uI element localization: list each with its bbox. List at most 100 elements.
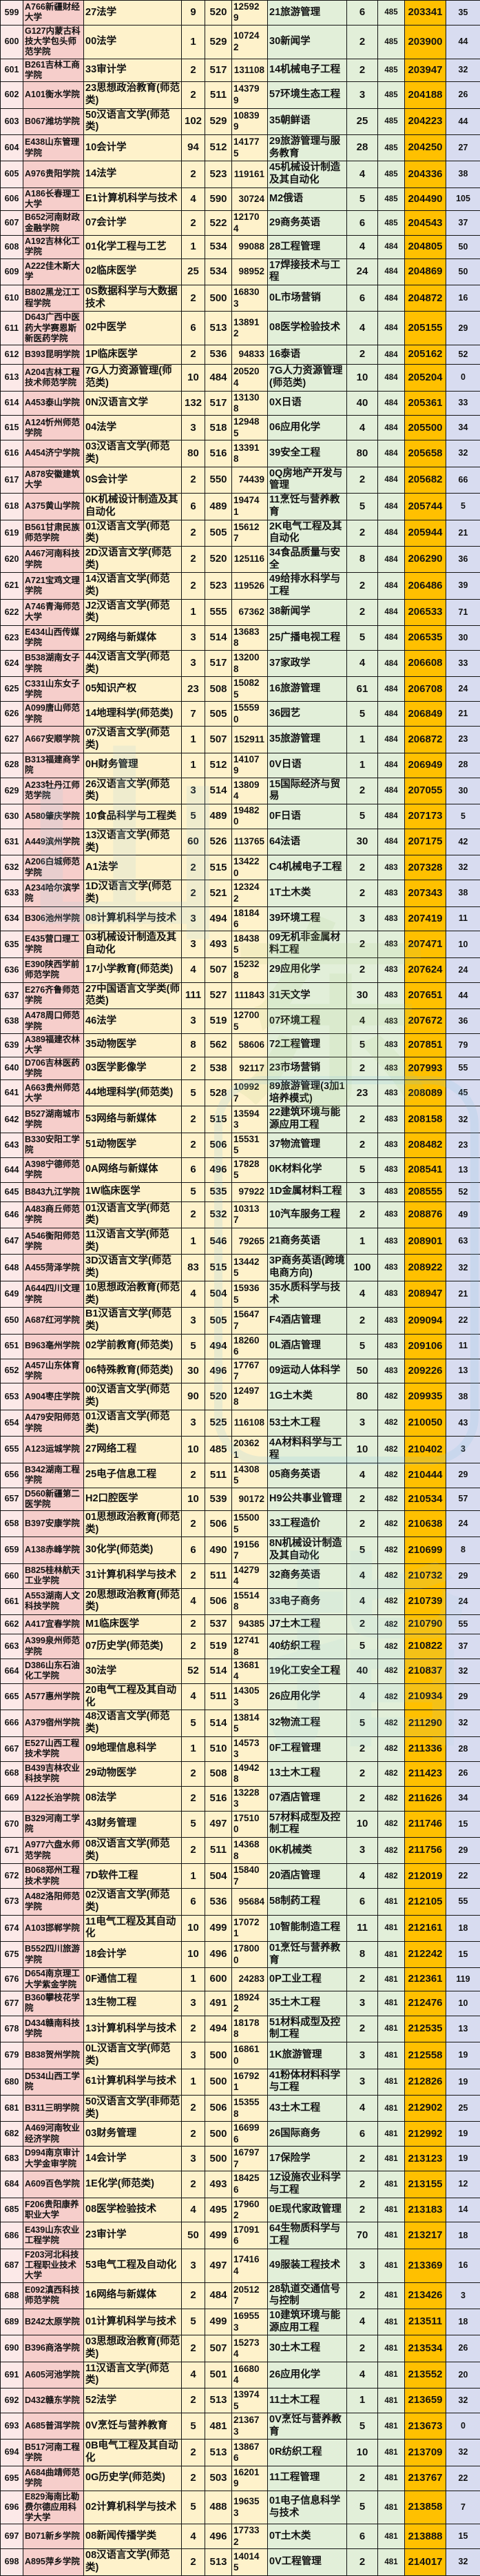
count1-cell[interactable]: 2 [182,1106,205,1133]
rank1-cell[interactable]: 143085 [232,1463,268,1488]
rank1-cell[interactable]: 24283 [232,1968,268,1991]
major1-cell[interactable]: 10会计学 [84,134,182,162]
rank-gap-cell[interactable]: 5 [446,804,480,829]
score1-cell[interactable]: 534 [205,258,232,285]
highlight-rank-cell[interactable]: 213511 [405,2309,446,2336]
major2-cell[interactable]: 51材料成型及控制工程 [268,2016,347,2043]
rank1-cell[interactable]: 156477 [232,1308,268,1335]
highlight-rank-cell[interactable]: 205744 [405,494,446,520]
rank1-cell[interactable]: 158407 [232,1864,268,1889]
score2-cell[interactable]: 482 [378,1410,405,1437]
row-index-cell[interactable]: 620 [1,546,23,574]
score2-cell[interactable]: 483 [378,1334,405,1359]
rank1-cell[interactable]: 138676 [232,2440,268,2466]
row-index-cell[interactable]: 617 [1,467,23,494]
major2-cell[interactable]: 11烹饪与营养教育 [268,494,347,520]
major2-cell[interactable]: 05商务英语 [268,1463,347,1488]
college-cell[interactable]: A222佳木斯大学 [23,258,84,285]
count1-cell[interactable]: 2 [182,1563,205,1589]
rank-gap-cell[interactable]: 19 [446,2069,480,2096]
row-index-cell[interactable]: 614 [1,391,23,416]
count2-cell[interactable]: 4 [347,2309,378,2336]
count1-cell[interactable]: 6 [182,1157,205,1183]
rank-gap-cell[interactable]: 33 [446,391,480,416]
college-cell[interactable]: B652河南财政金融学院 [23,211,84,236]
score2-cell[interactable]: 482 [378,1563,405,1589]
row-index-cell[interactable]: 655 [1,1437,23,1463]
major2-cell[interactable]: 37家政学 [268,650,347,678]
major1-cell[interactable]: 26汉语言文学(师范类) [84,778,182,804]
major2-cell[interactable]: 28轨道交通信号与控制 [268,2282,347,2309]
college-cell[interactable]: A553湖南人文科技学院 [23,1588,84,1616]
count2-cell[interactable]: 3 [347,906,378,932]
count1-cell[interactable]: 2 [182,2171,205,2198]
count1-cell[interactable]: 4 [182,1281,205,1308]
count2-cell[interactable]: 6 [347,1,378,26]
major1-cell[interactable]: 20电气工程及其自动化 [84,1683,182,1711]
rank-gap-cell[interactable]: 32 [446,1710,480,1737]
count2-cell[interactable]: 11 [347,1915,378,1942]
count1-cell[interactable]: 2 [182,2095,205,2122]
major2-cell[interactable]: 32商务英语 [268,1563,347,1589]
college-cell[interactable]: B329河南工学院 [23,1811,84,1838]
row-index-cell[interactable]: 606 [1,187,23,212]
major2-cell[interactable]: 09运动人体科学 [268,1359,347,1384]
highlight-rank-cell[interactable]: 207651 [405,982,446,1010]
score1-cell[interactable]: 493 [205,2171,232,2198]
major2-cell[interactable]: 09无机非金属材料工程 [268,931,347,958]
rank1-cell[interactable]: 153558 [232,2095,268,2122]
score1-cell[interactable]: 536 [205,345,232,365]
count2-cell[interactable]: 24 [347,258,378,285]
rank-gap-cell[interactable]: 55 [446,1889,480,1916]
major1-cell[interactable]: 44汉语言文学(师范类) [84,650,182,678]
score2-cell[interactable]: 484 [378,702,405,727]
row-index-cell[interactable]: 659 [1,1537,23,1564]
count2-cell[interactable]: 1 [347,727,378,753]
rank1-cell[interactable]: 134425 [232,1255,268,1281]
score1-cell[interactable]: 496 [205,2524,232,2550]
highlight-rank-cell[interactable]: 207328 [405,855,446,881]
row-index-cell[interactable]: 666 [1,1710,23,1737]
major1-cell[interactable]: 05知识产权 [84,677,182,702]
count2-cell[interactable]: 5 [347,1034,378,1057]
count1-cell[interactable]: 6 [182,494,205,520]
college-cell[interactable]: B360攀枝花学院 [23,1991,84,2016]
major2-cell[interactable]: 10汽车服务工程 [268,1201,347,1229]
row-index-cell[interactable]: 602 [1,82,23,109]
college-cell[interactable]: A687红河学院 [23,1308,84,1335]
major1-cell[interactable]: 27中国语言文学类(师范类) [84,982,182,1010]
count1-cell[interactable]: 2 [182,520,205,547]
score2-cell[interactable]: 484 [378,573,405,600]
rank1-cell[interactable]: 111843 [232,982,268,1010]
rank1-cell[interactable]: 203621 [232,1437,268,1463]
count2-cell[interactable]: 61 [347,677,378,702]
major2-cell[interactable]: J7土木工程 [268,1615,347,1635]
score1-cell[interactable]: 500 [205,285,232,312]
count2-cell[interactable]: 3 [347,1991,378,2016]
highlight-rank-cell[interactable]: 210638 [405,1511,446,1538]
count1-cell[interactable]: 3 [182,2249,205,2283]
highlight-rank-cell[interactable]: 205204 [405,365,446,392]
major1-cell[interactable]: 13计算机科学与技术 [84,2016,182,2043]
score1-cell[interactable]: 500 [205,2147,232,2172]
college-cell[interactable]: E276齐鲁师范学院 [23,982,84,1010]
row-index-cell[interactable]: 646 [1,1201,23,1229]
score2-cell[interactable]: 481 [378,1941,405,1969]
highlight-rank-cell[interactable]: 213858 [405,2491,446,2525]
row-index-cell[interactable]: 652 [1,1359,23,1384]
major1-cell[interactable]: 0G历史学(师范类) [84,2466,182,2491]
major2-cell[interactable]: 07环境工程 [268,1009,347,1035]
row-index-cell[interactable]: 640 [1,1057,23,1081]
major2-cell[interactable]: 41粉体材料科学与工程 [268,2069,347,2096]
score1-cell[interactable]: 520 [205,1383,232,1410]
major2-cell[interactable]: 2K电气工程及其自动化 [268,520,347,547]
college-cell[interactable]: D432赣东学院 [23,2389,84,2413]
rank1-cell[interactable]: 119526 [232,573,268,600]
major2-cell[interactable]: 30新闻学 [268,25,347,59]
score1-cell[interactable]: 516 [205,1786,232,1812]
major1-cell[interactable]: 02临床医学 [84,258,182,285]
score1-cell[interactable]: 500 [205,2042,232,2069]
score1-cell[interactable]: 506 [205,1511,232,1538]
count1-cell[interactable]: 2 [182,1201,205,1229]
row-index-cell[interactable]: 674 [1,1915,23,1942]
